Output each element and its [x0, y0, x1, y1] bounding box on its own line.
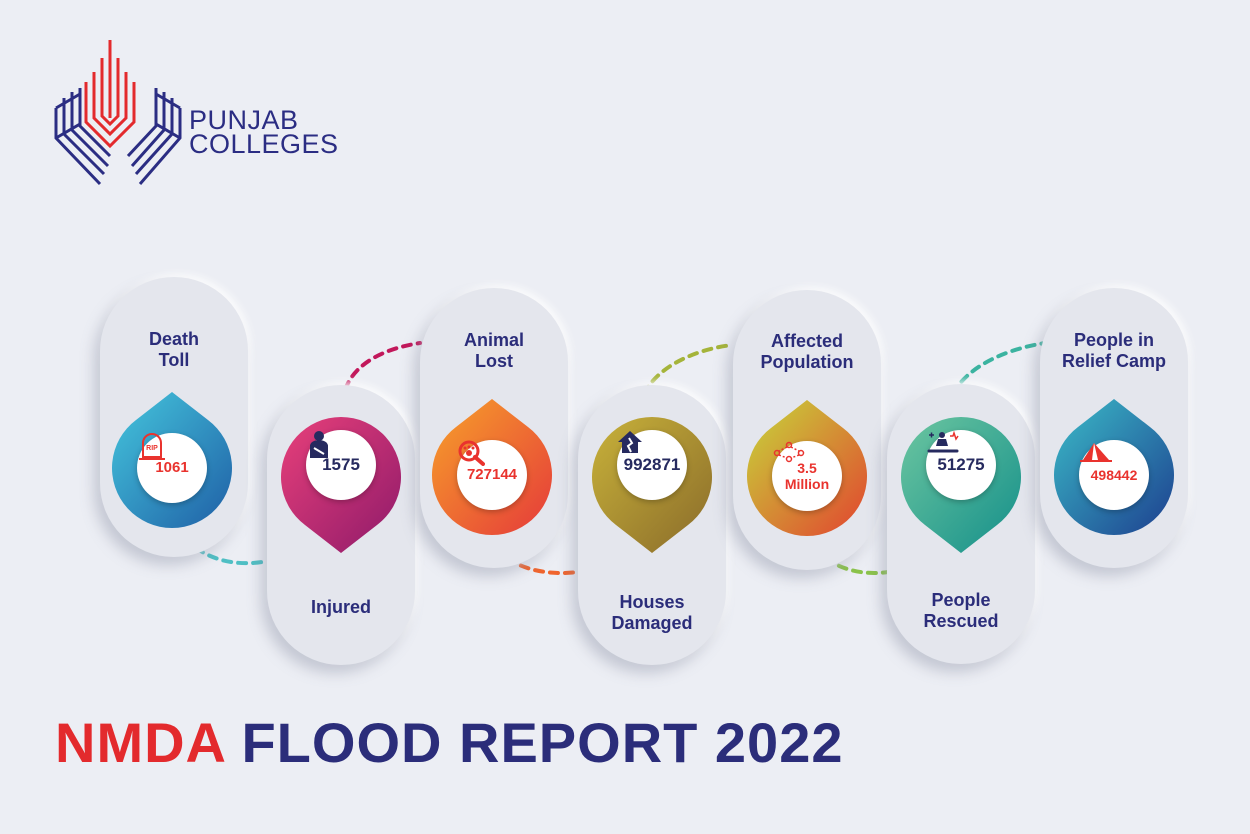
stat-label: People in Relief Camp [1061, 330, 1167, 371]
rescue-icon [927, 430, 959, 453]
brand-name: PUNJAB COLLEGES [189, 105, 339, 159]
punjab-colleges-logo: PUNJAB COLLEGES [52, 38, 352, 188]
stat-badge: 992871 [617, 430, 687, 500]
stat-marker-people-rescued: 51275 [901, 405, 1021, 555]
stat-value: 3.5 Million [784, 460, 830, 492]
punjab-colleges-emblem-icon [52, 40, 142, 188]
stat-marker-houses-damaged: 992871 [592, 405, 712, 555]
stat-marker-injured: 1575 [281, 405, 401, 555]
stat-value: 1061 [155, 459, 189, 476]
stat-label: People Rescued [923, 590, 999, 631]
stat-badge: 1061 RIP [137, 433, 207, 503]
stat-value: 992871 [623, 455, 681, 474]
stat-marker-animal-lost: 727144 [432, 397, 552, 547]
stat-marker-affected-population: 3.5 Million [747, 398, 867, 548]
report-title-part-2: FLOOD REPORT 2022 [241, 711, 844, 774]
stat-badge: 3.5 Million [772, 441, 842, 511]
stat-label: Death Toll [148, 329, 199, 370]
report-title-part-1: NMDA [55, 711, 225, 774]
stat-value: 1575 [322, 455, 360, 474]
stat-marker-death-toll: 1061 RIP [112, 390, 232, 540]
stat-value: 498442 [1090, 467, 1138, 483]
stat-value: 727144 [466, 466, 518, 483]
svg-text:RIP: RIP [146, 445, 158, 452]
paw-search-icon [458, 440, 485, 466]
stat-badge: 51275 [926, 430, 996, 500]
stat-value: 51275 [937, 455, 985, 474]
stat-badge: 727144 [457, 440, 527, 510]
tent-icon [1080, 443, 1112, 462]
stat-badge: 1575 [306, 430, 376, 500]
stat-label: Animal Lost [463, 330, 524, 371]
stat-label: Affected Population [760, 331, 854, 372]
brand-line-2: COLLEGES [189, 129, 339, 159]
brand-line-1: PUNJAB [189, 105, 299, 135]
rip-tombstone-icon: RIP [139, 433, 165, 460]
injured-person-icon [310, 431, 328, 458]
damaged-house-icon [618, 431, 642, 453]
people-network-icon [773, 441, 805, 463]
stat-badge: 498442 [1079, 440, 1149, 510]
stat-marker-relief-camp: 498442 [1054, 397, 1174, 547]
stat-label: Houses Damaged [611, 592, 693, 633]
report-title: NMDA FLOOD REPORT 2022 [55, 710, 844, 775]
punjab-colleges-emblem-right-icon [126, 88, 182, 185]
stat-label: Injured [310, 597, 371, 617]
